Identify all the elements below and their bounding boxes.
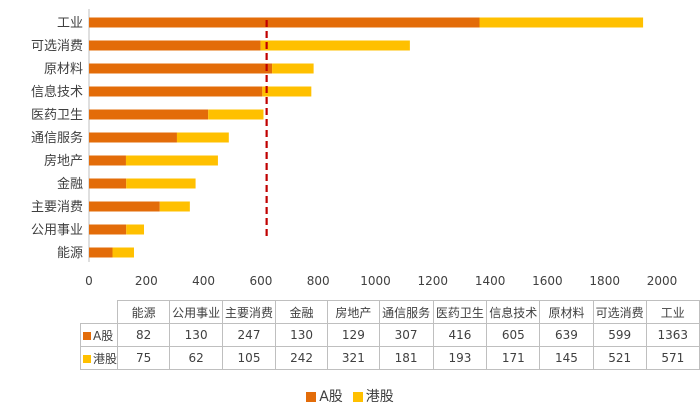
legend: A股 港股 [0, 386, 700, 406]
table-cell: 639 [539, 323, 594, 347]
bar-hk-4 [208, 109, 264, 120]
table-cell: 321 [327, 346, 380, 370]
table-row-header: A股 [79, 323, 119, 347]
table-row: 港股 75 62 105 242 321 181 193 171 145 521 571 [79, 346, 700, 370]
category-label: 原材料 [44, 62, 83, 77]
bar-a-10 [89, 247, 113, 258]
legend-label: 港股 [365, 389, 394, 405]
category-label: 房地产 [44, 153, 83, 169]
bar-hk-0 [479, 17, 644, 28]
table-column-header: 通信服务 [378, 300, 434, 324]
legend-item: A股 [306, 386, 343, 406]
category-label: 金融 [57, 176, 83, 192]
data-table: 能源 公用事业 主要消费 金融 房地产 通信服务 医药卫生 信息技术 原材料 可选消费 工业 A股 82… [79, 300, 700, 370]
bar-hk-6 [125, 155, 218, 166]
category-label: 主要消费 [31, 200, 83, 215]
bar-a-6 [89, 155, 126, 166]
table-cell: 1363 [645, 323, 700, 347]
table-cell: 181 [378, 346, 434, 370]
x-tick-label: 200 [135, 274, 158, 288]
table-column-header: 信息技术 [486, 300, 541, 324]
category-label: 通信服务 [31, 130, 83, 146]
x-tick-label: 400 [192, 274, 215, 288]
series-swatch [83, 354, 91, 363]
table-cell: 82 [117, 323, 171, 347]
category-label: 医药卫生 [31, 108, 83, 123]
x-tick-label: 600 [249, 274, 272, 288]
table-header-row: 能源 公用事业 主要消费 金融 房地产 通信服务 医药卫生 信息技术 原材料 可选消费 工业 [80, 300, 700, 324]
table-cell: 171 [486, 346, 541, 370]
bar-hk-8 [159, 201, 190, 212]
bar-hk-9 [126, 224, 145, 235]
table-column-header: 原材料 [539, 300, 594, 324]
x-tick-label: 1200 [418, 274, 449, 288]
category-label: 信息技术 [31, 84, 83, 100]
table-cell: 145 [539, 346, 594, 370]
table-cell: 599 [592, 323, 647, 347]
legend-label: A股 [319, 389, 343, 405]
table-column-header: 能源 [117, 300, 171, 324]
x-tick-label: 1000 [360, 274, 391, 288]
table-cell: 62 [169, 346, 224, 370]
bar-a-4 [89, 109, 209, 120]
bar-a-9 [89, 224, 127, 235]
table-cell: 105 [222, 346, 276, 370]
table-cell: 242 [274, 346, 329, 370]
table-cell: 307 [378, 323, 434, 347]
category-label: 公用事业 [31, 223, 83, 238]
table-cell: 416 [432, 323, 488, 347]
category-label: 可选消费 [31, 39, 83, 54]
category-label: 工业 [57, 16, 83, 31]
table-row: A股 82 130 247 130 129 307 416 605 639 599 1363 [79, 323, 700, 347]
legend-swatch [352, 392, 363, 402]
table-column-header: 可选消费 [592, 300, 647, 324]
table-column-header: 公用事业 [169, 300, 224, 324]
x-tick-label: 1800 [589, 274, 620, 288]
table-column-header: 金融 [274, 300, 329, 324]
table-corner [80, 300, 119, 324]
x-tick-label: 1600 [532, 274, 563, 288]
bar-hk-2 [272, 63, 314, 74]
table-cell: 130 [169, 323, 224, 347]
table-cell: 75 [117, 346, 171, 370]
table-cell: 521 [592, 346, 647, 370]
bar-hk-10 [112, 247, 134, 258]
bar-a-2 [89, 63, 273, 74]
bar-a-1 [89, 40, 261, 51]
table-cell: 130 [274, 323, 329, 347]
table-column-header: 房地产 [327, 300, 380, 324]
bar-a-0 [89, 17, 480, 28]
table-column-header: 主要消费 [222, 300, 276, 324]
bar-hk-7 [126, 178, 196, 189]
legend-swatch [306, 392, 317, 402]
bar-hk-5 [176, 132, 229, 143]
series-swatch [83, 331, 91, 340]
table-column-header: 工业 [645, 300, 700, 324]
bar-a-7 [89, 178, 127, 189]
bar-hk-1 [260, 40, 410, 51]
table-row-header: 港股 [79, 346, 119, 370]
table-cell: 247 [222, 323, 276, 347]
bar-a-3 [89, 86, 263, 97]
table-cell: 605 [486, 323, 541, 347]
x-tick-label: 0 [85, 274, 93, 288]
category-label: 能源 [57, 246, 83, 261]
table-cell: 571 [645, 346, 700, 370]
table-cell: 129 [327, 323, 380, 347]
legend-item: 港股 [352, 386, 394, 406]
x-tick-label: 800 [307, 274, 330, 288]
bar-hk-3 [262, 86, 312, 97]
x-tick-label: 1400 [475, 274, 506, 288]
bar-a-5 [89, 132, 177, 143]
table-column-header: 医药卫生 [432, 300, 488, 324]
table-cell: 193 [432, 346, 488, 370]
bar-a-8 [89, 201, 160, 212]
x-tick-label: 2000 [647, 274, 678, 288]
